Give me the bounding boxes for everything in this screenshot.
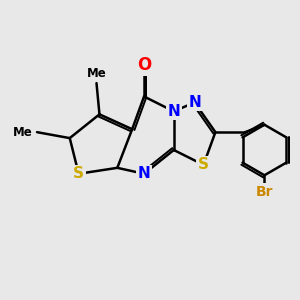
Text: N: N: [138, 166, 150, 181]
Text: Me: Me: [87, 67, 106, 80]
Text: S: S: [198, 158, 209, 172]
Text: S: S: [73, 166, 84, 181]
Text: Br: Br: [256, 184, 273, 199]
Text: O: O: [137, 56, 151, 74]
Text: N: N: [188, 95, 201, 110]
Text: N: N: [167, 104, 180, 119]
Text: Me: Me: [13, 126, 33, 139]
